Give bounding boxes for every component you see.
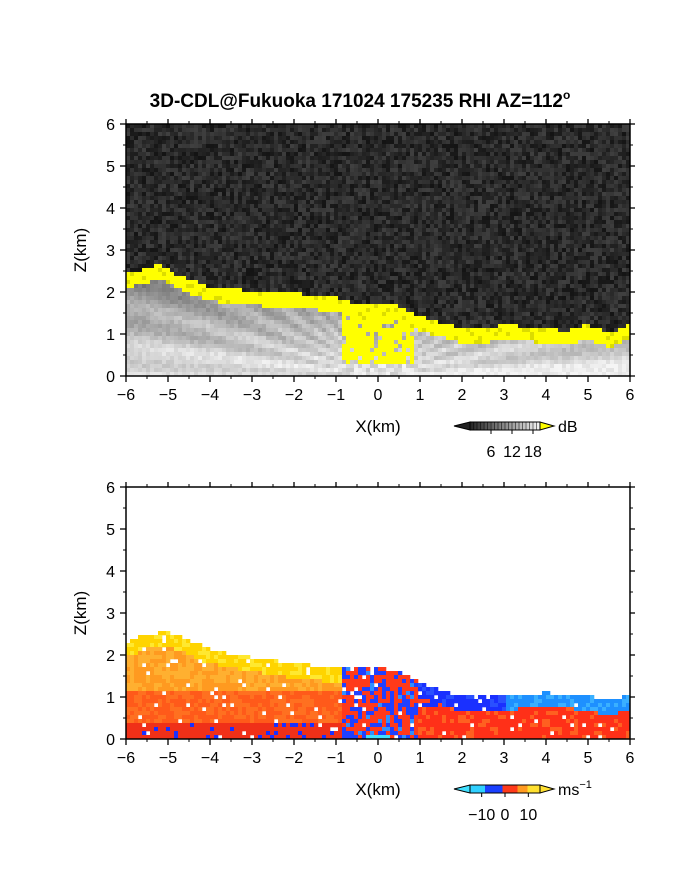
snr-y-tick-label: 4 <box>106 201 115 218</box>
snr-x-tick-label: 6 <box>626 387 635 404</box>
snr-x-tick-label: −1 <box>327 387 345 404</box>
vel-colorbar: −10 0 10 ms−1 <box>453 779 592 824</box>
vel-y-ticks: 0 1 2 3 4 5 6 <box>106 480 635 749</box>
vel-colorbar-tick-label: 0 <box>501 807 510 824</box>
snr-colorbar-unit: dB <box>558 419 578 436</box>
snr-y-tick-label: 2 <box>106 285 115 302</box>
vel-x-tick-label: −2 <box>285 750 303 767</box>
vel-x-tick-label: 4 <box>542 750 551 767</box>
snr-x-tick-label: −2 <box>285 387 303 404</box>
snr-colorbar: 6 12 18 dB <box>453 419 578 461</box>
figure-title-degree: o <box>563 88 570 102</box>
snr-x-tick-label: −5 <box>159 387 177 404</box>
vel-x-tick-label: 2 <box>458 750 467 767</box>
vel-y-tick-label: 4 <box>106 564 115 581</box>
snr-y-ticks: 0 1 2 3 4 5 6 <box>106 117 635 386</box>
vel-y-tick-label: 2 <box>106 648 115 665</box>
vel-colorbar-tick-label: 10 <box>519 807 537 824</box>
vel-y-tick-label: 6 <box>106 480 115 497</box>
snr-y-tick-label: 6 <box>106 117 115 134</box>
vel-x-tick-label: −4 <box>201 750 219 767</box>
vel-x-tick-label: 6 <box>626 750 635 767</box>
snr-x-tick-label: 5 <box>584 387 593 404</box>
vel-x-tick-label: −1 <box>327 750 345 767</box>
vel-x-tick-label: 1 <box>416 750 425 767</box>
snr-x-tick-label: 0 <box>374 387 383 404</box>
snr-x-tick-label: 3 <box>500 387 509 404</box>
vel-x-tick-label: 3 <box>500 750 509 767</box>
snr-x-tick-label: −4 <box>201 387 219 404</box>
snr-y-axis-label: Z(km) <box>71 228 90 272</box>
vel-y-tick-label: 0 <box>106 732 115 749</box>
snr-colorbar-tick-label: 12 <box>503 444 521 461</box>
snr-heatmap-cells <box>126 124 631 377</box>
snr-y-tick-label: 1 <box>106 327 115 344</box>
vel-x-tick-label: −3 <box>243 750 261 767</box>
figure-title-main: 3D-CDL@Fukuoka 171024 175235 RHI AZ=112 <box>150 91 563 112</box>
snr-x-tick-label: 2 <box>458 387 467 404</box>
vel-x-axis-label: X(km) <box>355 780 400 799</box>
snr-x-ticks: −6 −5 −4 −3 −2 −1 0 1 2 3 4 5 6 <box>117 119 635 404</box>
figure-title: 3D-CDL@Fukuoka 171024 175235 RHI AZ=112o <box>150 88 571 112</box>
vel-x-ticks: −6 −5 −4 −3 −2 −1 0 1 2 3 4 5 6 <box>117 482 635 767</box>
vel-heatmap-cells <box>126 631 631 740</box>
snr-y-tick-label: 5 <box>106 159 115 176</box>
vel-x-tick-label: 0 <box>374 750 383 767</box>
snr-x-tick-label: 1 <box>416 387 425 404</box>
vel-x-tick-label: −5 <box>159 750 177 767</box>
snr-x-axis-label: X(km) <box>355 417 400 436</box>
snr-x-tick-label: 4 <box>542 387 551 404</box>
vel-colorbar-unit: ms−1 <box>558 779 592 799</box>
vel-y-tick-label: 5 <box>106 522 115 539</box>
vel-x-tick-label: −6 <box>117 750 135 767</box>
snr-y-tick-label: 3 <box>106 243 115 260</box>
snr-x-tick-label: −6 <box>117 387 135 404</box>
vel-y-axis-label: Z(km) <box>71 591 90 635</box>
vel-colorbar-tick-label: −10 <box>468 807 495 824</box>
snr-colorbar-tick-label: 6 <box>487 444 496 461</box>
snr-colorbar-tick-label: 18 <box>524 444 542 461</box>
vel-y-tick-label: 1 <box>106 690 115 707</box>
snr-y-tick-label: 0 <box>106 369 115 386</box>
vel-x-tick-label: 5 <box>584 750 593 767</box>
vel-y-tick-label: 3 <box>106 606 115 623</box>
snr-x-tick-label: −3 <box>243 387 261 404</box>
